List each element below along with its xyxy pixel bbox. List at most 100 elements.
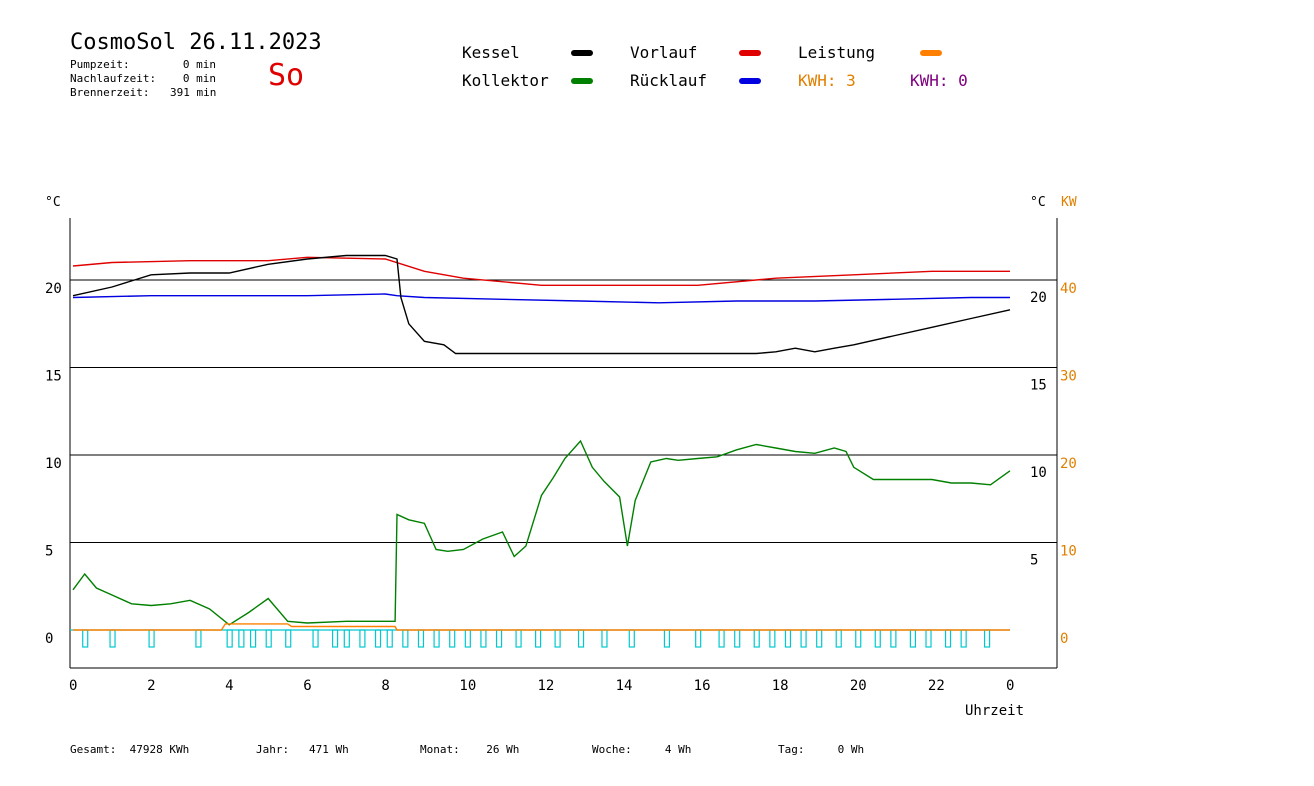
- pump-marker: [718, 629, 725, 648]
- pump-marker: [343, 629, 350, 648]
- pump-marker: [402, 629, 409, 648]
- series-line-kessel: [72, 254, 1011, 355]
- footer-monat: Monat: 26 Wh: [420, 743, 520, 756]
- y-tick-label-kw: 40: [1060, 281, 1077, 297]
- y-tick-label-left: 15: [45, 369, 62, 385]
- pump-marker: [449, 629, 456, 648]
- y-tick-label-right: 5: [1030, 553, 1038, 569]
- legend-swatch-vorlauf: [739, 50, 761, 56]
- legend-swatch-kessel: [571, 50, 593, 56]
- x-tick-label: 22: [928, 678, 945, 694]
- legend-swatch-kollektor: [571, 78, 593, 84]
- weekday-label: So: [268, 58, 305, 93]
- x-tick-label: 6: [303, 678, 311, 694]
- x-tick-label: 20: [850, 678, 867, 694]
- pump-marker: [695, 629, 702, 648]
- pump-marker: [628, 629, 635, 648]
- y-tick-label-left: 5: [45, 544, 53, 560]
- y-tick-label-left: 20: [45, 281, 62, 297]
- stat-value: 391 min: [170, 86, 217, 99]
- pump-marker: [983, 629, 991, 648]
- legend-label-kessel: Kessel: [462, 43, 520, 62]
- footer-woche: Woche: 4 Wh: [592, 743, 692, 756]
- y-tick-label-right: 10: [1030, 465, 1047, 481]
- stat-value: 0 min: [182, 72, 216, 85]
- x-tick-label: 14: [616, 678, 633, 694]
- x-tick-label: 2: [147, 678, 155, 694]
- footer-tag: Tag: 0 Wh: [778, 743, 865, 756]
- y-tick-label-left: 0: [45, 631, 53, 647]
- pump-marker: [534, 629, 542, 648]
- pump-marker: [925, 629, 932, 648]
- x-tick-label: 0: [69, 678, 77, 694]
- legend-swatch-ruecklauf: [739, 78, 761, 84]
- pump-marker: [753, 629, 760, 648]
- pump-marker: [855, 629, 862, 648]
- pump-marker: [495, 629, 503, 648]
- legend-label-leistung: Leistung: [798, 43, 876, 62]
- legend-label-ruecklauf: Rücklauf: [630, 71, 708, 90]
- pump-marker: [835, 629, 842, 648]
- pump-marker: [312, 629, 319, 648]
- pump-marker: [816, 629, 823, 648]
- pump-marker: [195, 629, 202, 648]
- legend-label-vorlauf: Vorlauf: [630, 43, 698, 62]
- pump-marker: [249, 629, 257, 648]
- legend-kwh-solar: KWH: 3: [798, 71, 856, 90]
- x-tick-label: 0: [1006, 678, 1014, 694]
- pump-marker: [386, 629, 393, 648]
- pump-marker: [663, 629, 671, 648]
- x-tick-label: 4: [225, 678, 233, 694]
- pump-marker: [109, 629, 116, 648]
- pump-marker: [433, 629, 440, 648]
- pump-marker: [890, 629, 897, 648]
- y-tick-label-kw: 10: [1060, 544, 1077, 560]
- pump-marker: [734, 629, 741, 648]
- y-tick-label-left: 10: [45, 456, 62, 472]
- pump-marker: [285, 629, 292, 648]
- stat-label: Pumpzeit:: [70, 58, 130, 71]
- y-tick-label-right: 20: [1030, 290, 1047, 306]
- legend-swatch-leistung: [920, 50, 942, 56]
- y-tick-label-kw: 20: [1060, 456, 1077, 472]
- pump-marker: [417, 629, 425, 648]
- stat-pumpzeit: Pumpzeit: 0 min: [70, 58, 216, 71]
- pump-marker: [601, 629, 608, 648]
- pump-marker: [784, 629, 792, 648]
- pump-marker: [960, 629, 967, 648]
- series-line-kollektor: [72, 439, 1011, 626]
- stat-value: 0 min: [182, 58, 216, 71]
- y-axis-unit-kw: KW: [1061, 195, 1077, 210]
- pump-marker: [238, 629, 245, 648]
- stat-brennerzeit: Brennerzeit: 391 min: [70, 86, 216, 99]
- pump-marker: [874, 629, 881, 648]
- pump-marker: [554, 629, 561, 648]
- pump-marker: [769, 629, 776, 648]
- x-tick-label: 8: [381, 678, 389, 694]
- pump-marker: [909, 629, 916, 648]
- pump-marker: [265, 629, 272, 648]
- x-tick-label: 10: [459, 678, 476, 694]
- pump-marker: [464, 629, 471, 648]
- pump-marker: [148, 629, 155, 648]
- y-axis-unit-left: °C: [45, 195, 61, 210]
- footer-gesamt: Gesamt: 47928 KWh: [70, 743, 190, 756]
- pump-marker: [800, 629, 807, 648]
- x-tick-label: 16: [694, 678, 711, 694]
- pump-marker: [480, 629, 487, 648]
- stat-nachlaufzeit: Nachlaufzeit: 0 min: [70, 72, 216, 85]
- pump-marker: [577, 629, 585, 648]
- y-axis-unit-right: °C: [1030, 195, 1046, 210]
- series-line-leistung: [73, 623, 1010, 631]
- pump-marker: [515, 629, 522, 648]
- y-tick-label-kw: 0: [1060, 631, 1068, 647]
- series-line-rcklauf: [72, 293, 1010, 304]
- stat-label: Brennerzeit:: [70, 86, 150, 99]
- legend-kwh-other: KWH: 0: [910, 71, 968, 90]
- pump-marker: [944, 629, 952, 648]
- pump-marker: [359, 629, 366, 648]
- y-tick-label-right: 15: [1030, 378, 1047, 394]
- x-tick-label: 18: [772, 678, 789, 694]
- x-axis-label: Uhrzeit: [965, 703, 1024, 719]
